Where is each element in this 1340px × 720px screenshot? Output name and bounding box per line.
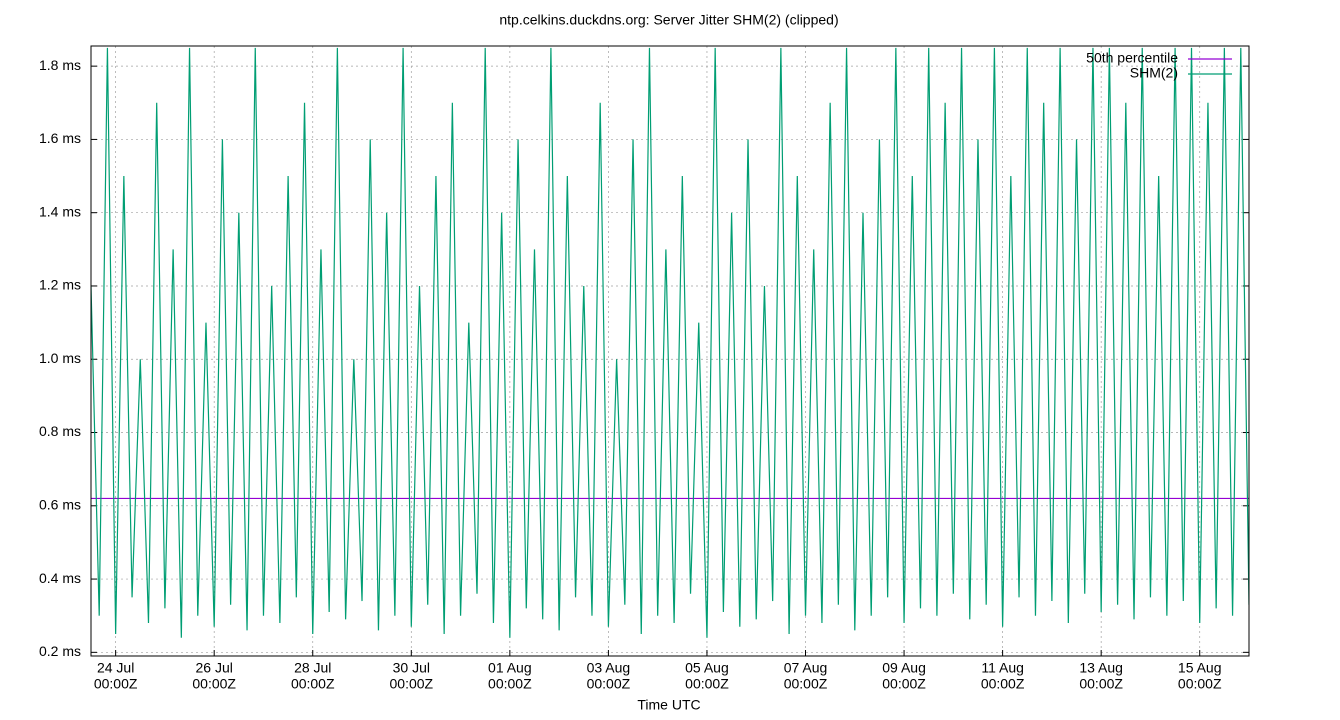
y-tick-label: 0.6 ms xyxy=(39,496,81,512)
y-tick-label: 1.6 ms xyxy=(39,130,81,146)
plot-area xyxy=(91,47,1249,638)
y-tick-label: 0.4 ms xyxy=(39,570,81,586)
chart-title: ntp.celkins.duckdns.org: Server Jitter S… xyxy=(499,12,838,28)
x-tick-label: 13 Aug xyxy=(1079,660,1123,676)
x-tick-label: 00:00Z xyxy=(291,676,335,692)
x-tick-label: 30 Jul xyxy=(393,660,430,676)
y-tick-label: 1.8 ms xyxy=(39,57,81,73)
x-tick-label: 28 Jul xyxy=(294,660,331,676)
series-line xyxy=(91,47,1249,638)
x-tick-label: 01 Aug xyxy=(488,660,532,676)
y-tick-label: 0.2 ms xyxy=(39,643,81,659)
plot-border xyxy=(90,45,1250,657)
x-tick-label: 00:00Z xyxy=(192,676,236,692)
legend-label: SHM(2) xyxy=(1130,65,1178,81)
x-tick-label: 00:00Z xyxy=(1079,676,1123,692)
y-tick-label: 1.4 ms xyxy=(39,203,81,219)
x-tick-label: 24 Jul xyxy=(97,660,134,676)
x-tick-label: 09 Aug xyxy=(882,660,926,676)
y-tick-label: 1.2 ms xyxy=(39,277,81,293)
x-tick-label: 00:00Z xyxy=(587,676,631,692)
y-tick-label: 0.8 ms xyxy=(39,423,81,439)
x-tick-label: 00:00Z xyxy=(390,676,434,692)
x-tick-label: 05 Aug xyxy=(685,660,729,676)
legend-label: 50th percentile xyxy=(1086,50,1178,66)
x-tick-label: 00:00Z xyxy=(882,676,926,692)
x-axis-label: Time UTC xyxy=(637,697,700,713)
y-tick-label: 1.0 ms xyxy=(39,350,81,366)
x-tick-label: 26 Jul xyxy=(196,660,233,676)
x-tick-label: 03 Aug xyxy=(587,660,631,676)
x-tick-label: 11 Aug xyxy=(981,660,1024,676)
x-tick-label: 07 Aug xyxy=(784,660,828,676)
x-tick-label: 00:00Z xyxy=(685,676,729,692)
x-tick-label: 00:00Z xyxy=(784,676,828,692)
x-tick-label: 00:00Z xyxy=(1178,676,1222,692)
x-tick-label: 00:00Z xyxy=(94,676,138,692)
x-tick-label: 15 Aug xyxy=(1178,660,1222,676)
x-tick-label: 00:00Z xyxy=(488,676,532,692)
x-tick-label: 00:00Z xyxy=(981,676,1025,692)
